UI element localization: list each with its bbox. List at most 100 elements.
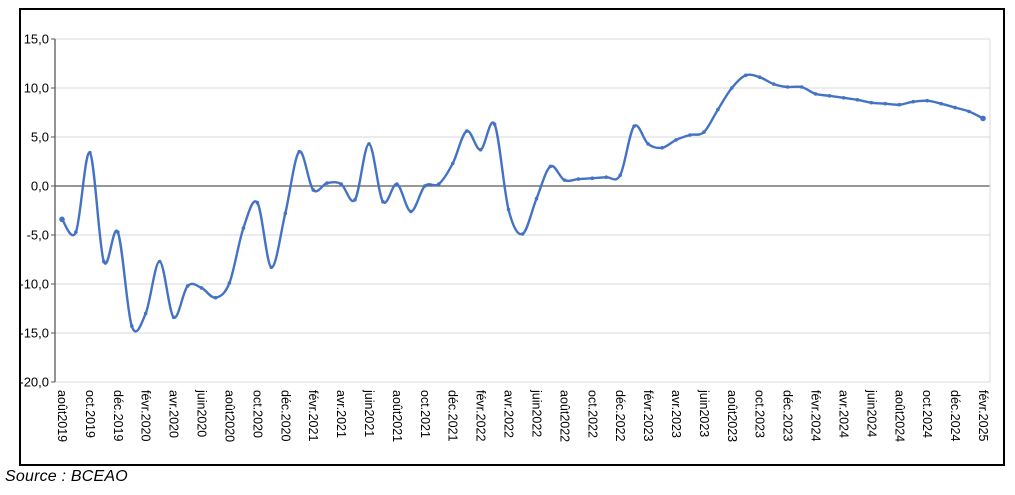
data-point-marker	[604, 175, 608, 179]
data-point-marker	[171, 315, 176, 320]
data-point-marker	[185, 284, 190, 288]
x-axis-tick-label: avr.2022	[502, 390, 516, 438]
y-axis-tick-label: 0,0	[31, 179, 49, 194]
series-line	[60, 73, 985, 333]
data-point-marker	[102, 259, 106, 264]
source-text: Source : BCEAO	[5, 468, 128, 485]
data-point-marker	[925, 98, 929, 103]
data-point-marker	[911, 99, 915, 104]
x-axis-tick-label: août2022	[557, 390, 571, 442]
data-point-marker	[143, 311, 148, 316]
data-point-marker	[953, 105, 957, 110]
data-point-marker	[744, 73, 748, 78]
data-point-marker	[199, 286, 204, 290]
data-point-marker	[771, 82, 776, 86]
data-point-marker	[632, 124, 636, 128]
data-point-marker	[311, 188, 316, 192]
x-axis-tick-label: juin2024	[864, 389, 878, 437]
data-point-marker	[855, 98, 860, 102]
y-axis-tick-label: -10,0	[21, 277, 49, 292]
data-point-marker	[841, 96, 846, 100]
data-point-marker	[562, 178, 567, 182]
data-point-marker	[437, 182, 441, 186]
data-point-marker	[520, 232, 525, 236]
x-axis-tick-label: avr.2024	[836, 390, 850, 438]
x-axis-tick-label: févr.2025	[976, 390, 990, 441]
data-point-marker	[213, 295, 218, 300]
data-point-marker	[534, 196, 539, 201]
data-point-marker	[688, 133, 692, 137]
x-axis-tick-label: août2023	[725, 390, 739, 442]
chart-frame: 15,0 10,0 5,0 0,0 -5,0 -10,0 -15,0 -20,0 août201…	[19, 8, 1005, 466]
x-axis-tick-label: févr.2020	[139, 390, 153, 441]
y-axis-tick-label: 10,0	[24, 81, 49, 96]
x-axis-tick-label: juin2021	[362, 389, 376, 437]
x-axis-tick-label: oct.2022	[585, 390, 599, 438]
data-point-marker	[716, 107, 720, 112]
x-axis-tick-label: août2019	[55, 390, 69, 442]
x-axis-tick-label: déc.2023	[781, 390, 795, 441]
data-point-marker	[450, 161, 455, 166]
data-point-marker	[980, 115, 986, 122]
data-point-marker	[395, 182, 399, 186]
x-axis-tick-label: avr.2021	[334, 390, 348, 438]
x-axis-tick-label: déc.2019	[111, 390, 125, 441]
x-axis-tick-label: déc.2020	[278, 390, 292, 441]
data-point-marker	[423, 184, 427, 188]
x-axis-tick-label: août2024	[892, 390, 906, 442]
y-axis-tick-label: 15,0	[24, 32, 49, 47]
data-point-marker	[116, 230, 120, 234]
x-axis-tick-label: juin2022	[529, 389, 543, 437]
data-point-marker	[157, 259, 162, 264]
data-point-marker	[897, 102, 902, 107]
x-axis-tick-label: févr.2021	[306, 390, 320, 441]
data-point-marker	[674, 138, 678, 142]
data-point-marker	[492, 122, 497, 127]
y-axis-tick-label: 5,0	[31, 130, 49, 145]
data-point-marker	[869, 100, 874, 105]
data-point-marker	[967, 109, 971, 114]
data-point-marker	[548, 164, 553, 169]
x-axis-tick-label: avr.2020	[167, 390, 181, 438]
x-axis-tick-label: oct.2019	[83, 390, 97, 438]
data-point-marker	[269, 265, 274, 270]
data-point-marker	[576, 177, 581, 181]
line-chart: 15,0 10,0 5,0 0,0 -5,0 -10,0 -15,0 -20,0 août201…	[21, 32, 991, 442]
data-point-marker	[785, 85, 790, 89]
data-point-marker	[646, 142, 650, 146]
data-point-marker	[883, 101, 888, 106]
data-point-marker	[590, 176, 595, 180]
data-point-marker	[74, 230, 78, 234]
x-axis-tick-label: déc.2024	[948, 390, 962, 441]
data-point-marker	[827, 94, 832, 98]
x-axis-tick-label: oct.2023	[753, 390, 767, 438]
x-axis-tick-label: févr.2024	[809, 390, 823, 441]
data-point-marker	[297, 149, 302, 154]
y-axis-tick-label: -15,0	[21, 326, 49, 341]
data-point-marker	[618, 173, 622, 177]
x-axis-tick-label: déc.2021	[446, 390, 460, 441]
data-point-marker	[255, 200, 260, 205]
data-point-marker	[241, 226, 246, 230]
data-point-marker	[353, 197, 357, 202]
y-axis-tick-label: -20,0	[21, 375, 49, 390]
x-axis-tick-label: févr.2022	[474, 390, 488, 441]
x-axis-tick-label: juin2020	[195, 389, 209, 437]
x-axis-tick-label: oct.2021	[418, 390, 432, 438]
data-point-marker	[283, 211, 288, 216]
data-point-marker	[757, 75, 762, 79]
x-axis-tick-label: avr.2023	[669, 390, 683, 438]
data-point-marker	[59, 216, 65, 223]
x-axis-tick-label: oct.2024	[920, 390, 934, 438]
data-point-marker	[660, 146, 664, 150]
data-point-marker	[939, 101, 943, 106]
data-point-marker	[409, 209, 413, 214]
x-axis-tick-label: août2021	[390, 390, 404, 442]
data-point-marker	[813, 92, 818, 96]
x-axis-tick-label: juin2023	[697, 389, 711, 437]
data-point-marker	[478, 147, 483, 152]
data-point-marker	[339, 182, 343, 186]
x-axis-tick-label: déc.2022	[613, 390, 627, 441]
data-point-marker	[367, 142, 371, 146]
